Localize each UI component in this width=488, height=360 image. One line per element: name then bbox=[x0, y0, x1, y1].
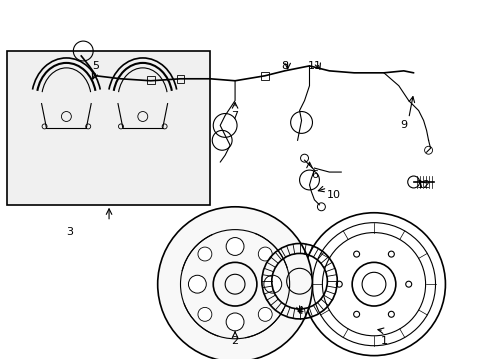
Circle shape bbox=[225, 238, 244, 255]
Circle shape bbox=[264, 275, 281, 293]
Circle shape bbox=[225, 313, 244, 331]
Text: 6: 6 bbox=[310, 170, 317, 180]
Circle shape bbox=[188, 275, 206, 293]
Text: 7: 7 bbox=[231, 111, 238, 121]
Bar bbox=[176, 75, 184, 83]
Text: 11: 11 bbox=[307, 61, 321, 71]
Circle shape bbox=[258, 307, 272, 321]
Bar bbox=[146, 76, 154, 84]
Text: 3: 3 bbox=[66, 226, 73, 237]
Text: 4: 4 bbox=[295, 306, 303, 316]
Circle shape bbox=[157, 207, 312, 360]
Circle shape bbox=[198, 307, 211, 321]
Text: 5: 5 bbox=[92, 61, 100, 71]
Text: 9: 9 bbox=[399, 121, 407, 130]
Bar bbox=[7, 51, 210, 205]
Text: 1: 1 bbox=[380, 336, 386, 346]
Circle shape bbox=[258, 247, 272, 261]
Bar bbox=[260, 72, 268, 80]
Text: 8: 8 bbox=[281, 61, 287, 71]
Text: 12: 12 bbox=[416, 180, 430, 190]
Text: 10: 10 bbox=[326, 190, 341, 200]
Text: 2: 2 bbox=[231, 336, 238, 346]
Circle shape bbox=[198, 247, 211, 261]
